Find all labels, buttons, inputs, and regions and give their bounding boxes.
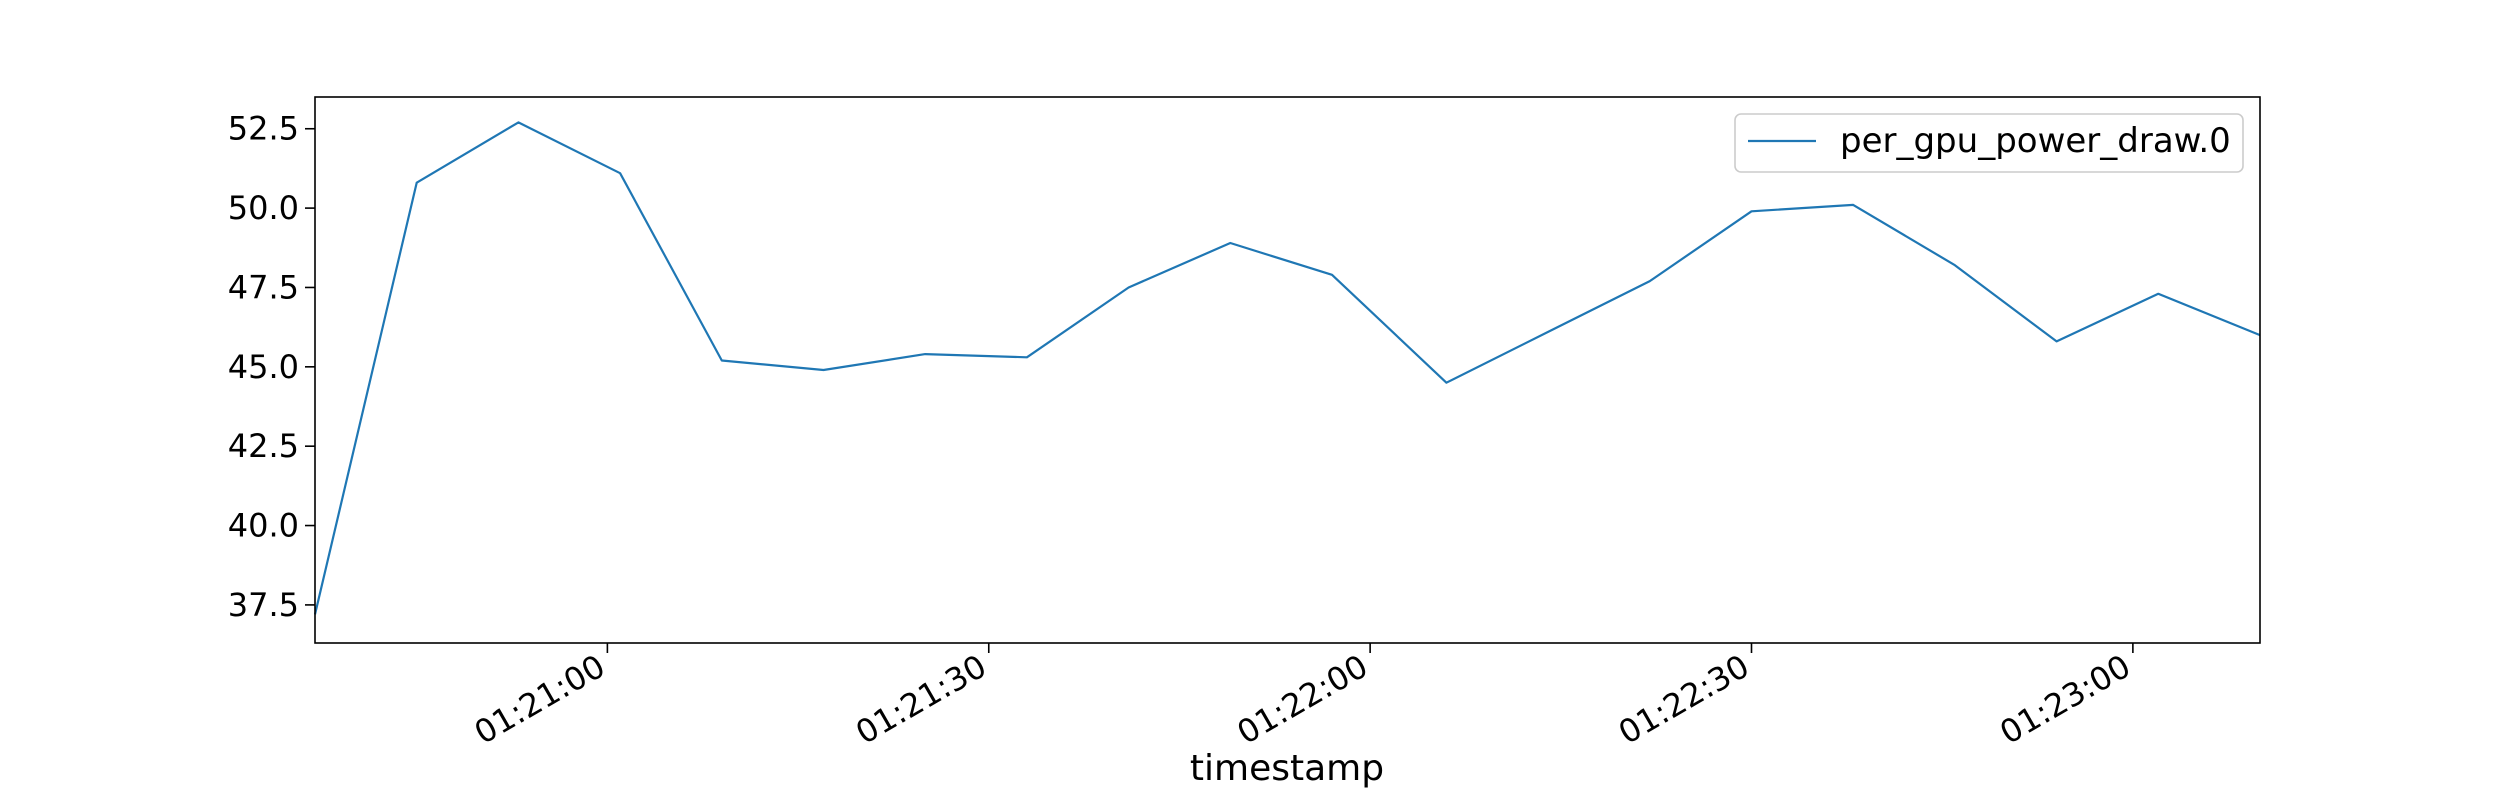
x-tick-label-3: 01:22:30 <box>1612 647 1755 752</box>
y-tick-label-1: 40.0 <box>228 507 299 545</box>
y-tick-label-6: 52.5 <box>228 110 299 148</box>
y-tick-label-5: 50.0 <box>228 189 299 227</box>
x-axis-title: timestamp <box>1190 748 1384 789</box>
x-tick-label-4: 01:23:00 <box>1993 647 2136 752</box>
plot-frame <box>314 96 2261 644</box>
legend: per_gpu_power_draw.0 <box>1734 113 2244 173</box>
x-tick-label-2: 01:22:00 <box>1231 647 1374 752</box>
y-tick-label-2: 42.5 <box>228 427 299 465</box>
x-tick-label-1: 01:21:30 <box>849 647 992 752</box>
y-tick-label-4: 47.5 <box>228 268 299 306</box>
legend-label: per_gpu_power_draw.0 <box>1840 121 2231 161</box>
x-tick-label-0: 01:21:00 <box>468 647 611 752</box>
series-line-0 <box>313 121 2261 615</box>
y-tick-label-0: 37.5 <box>228 586 299 624</box>
legend-box <box>1734 113 2244 173</box>
y-tick-label-3: 45.0 <box>228 348 299 386</box>
